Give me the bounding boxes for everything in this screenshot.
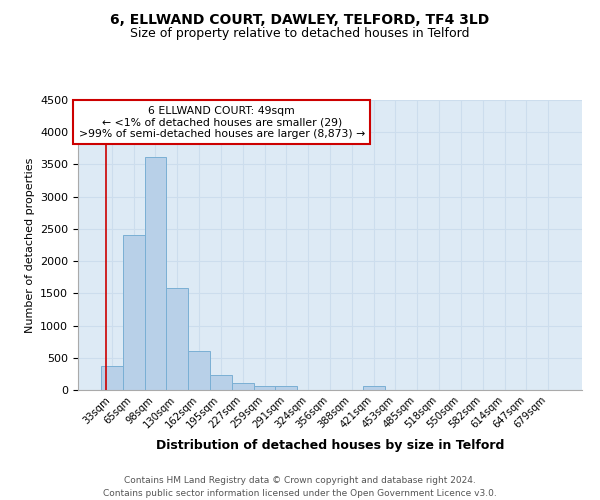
Bar bbox=[232, 383, 254, 390]
Bar bbox=[145, 156, 166, 390]
Text: Size of property relative to detached houses in Telford: Size of property relative to detached ho… bbox=[130, 28, 470, 40]
X-axis label: Distribution of detached houses by size in Telford: Distribution of detached houses by size … bbox=[156, 439, 504, 452]
Text: Contains public sector information licensed under the Open Government Licence v3: Contains public sector information licen… bbox=[103, 489, 497, 498]
Bar bbox=[188, 352, 210, 390]
Bar bbox=[254, 386, 275, 390]
Bar bbox=[363, 386, 385, 390]
Text: 6, ELLWAND COURT, DAWLEY, TELFORD, TF4 3LD: 6, ELLWAND COURT, DAWLEY, TELFORD, TF4 3… bbox=[110, 12, 490, 26]
Bar bbox=[123, 236, 145, 390]
Bar bbox=[101, 366, 123, 390]
Bar bbox=[210, 374, 232, 390]
Text: 6 ELLWAND COURT: 49sqm
← <1% of detached houses are smaller (29)
>99% of semi-de: 6 ELLWAND COURT: 49sqm ← <1% of detached… bbox=[79, 106, 365, 139]
Text: Contains HM Land Registry data © Crown copyright and database right 2024.: Contains HM Land Registry data © Crown c… bbox=[124, 476, 476, 485]
Bar bbox=[166, 288, 188, 390]
Bar bbox=[275, 386, 297, 390]
Y-axis label: Number of detached properties: Number of detached properties bbox=[25, 158, 35, 332]
